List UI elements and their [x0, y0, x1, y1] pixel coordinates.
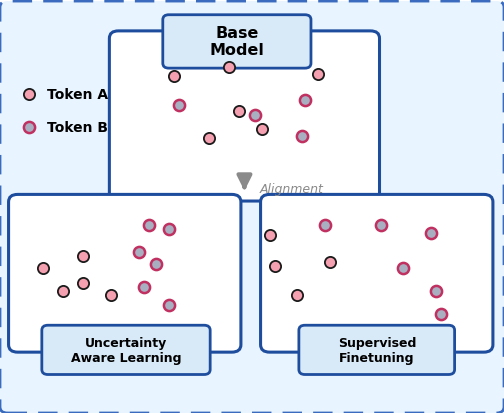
Point	[427, 230, 435, 237]
Text: Token B: Token B	[47, 121, 108, 135]
Point	[79, 280, 87, 286]
FancyBboxPatch shape	[163, 16, 311, 69]
FancyBboxPatch shape	[9, 195, 241, 352]
Point	[107, 292, 115, 299]
Point	[225, 65, 233, 71]
Point	[298, 134, 306, 140]
Point	[165, 226, 173, 233]
Point	[271, 263, 279, 270]
Point	[170, 73, 178, 80]
FancyBboxPatch shape	[299, 325, 455, 375]
Point	[293, 292, 301, 299]
Point	[59, 288, 67, 294]
Point	[399, 265, 407, 272]
Point	[79, 253, 87, 259]
Point	[321, 222, 329, 228]
FancyBboxPatch shape	[261, 195, 493, 352]
Point	[25, 125, 33, 131]
Point	[140, 284, 148, 290]
Text: Uncertainty
Aware Learning: Uncertainty Aware Learning	[71, 336, 181, 364]
Point	[205, 135, 213, 142]
Point	[266, 232, 274, 239]
Point	[432, 288, 440, 294]
Point	[437, 311, 445, 317]
Text: Supervised
Finetuning: Supervised Finetuning	[338, 336, 416, 364]
Text: Alignment: Alignment	[260, 183, 324, 196]
Point	[313, 71, 322, 78]
FancyBboxPatch shape	[42, 325, 210, 375]
Point	[235, 108, 243, 115]
Point	[250, 112, 259, 119]
Point	[175, 102, 183, 109]
Point	[165, 302, 173, 309]
Point	[301, 98, 309, 104]
Point	[145, 222, 153, 228]
Point	[39, 265, 47, 272]
Point	[135, 249, 143, 255]
Text: Base
Model: Base Model	[210, 26, 264, 58]
Point	[376, 222, 385, 228]
Point	[25, 92, 33, 98]
Point	[152, 261, 160, 268]
FancyBboxPatch shape	[109, 32, 380, 202]
Point	[326, 259, 334, 266]
Point	[258, 127, 266, 133]
Text: Token A: Token A	[47, 88, 108, 102]
